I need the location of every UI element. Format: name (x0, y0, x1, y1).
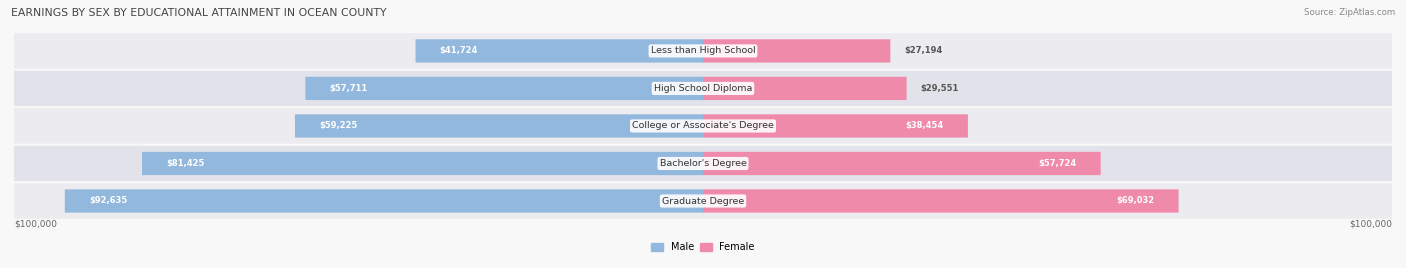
Text: Bachelor's Degree: Bachelor's Degree (659, 159, 747, 168)
Text: $59,225: $59,225 (319, 121, 357, 131)
FancyBboxPatch shape (305, 77, 703, 100)
FancyBboxPatch shape (295, 114, 703, 137)
Text: Graduate Degree: Graduate Degree (662, 196, 744, 206)
Text: $100,000: $100,000 (14, 220, 58, 229)
FancyBboxPatch shape (14, 108, 1392, 144)
Text: EARNINGS BY SEX BY EDUCATIONAL ATTAINMENT IN OCEAN COUNTY: EARNINGS BY SEX BY EDUCATIONAL ATTAINMEN… (11, 8, 387, 18)
FancyBboxPatch shape (14, 146, 1392, 181)
Text: Source: ZipAtlas.com: Source: ZipAtlas.com (1303, 8, 1395, 17)
FancyBboxPatch shape (65, 189, 703, 213)
FancyBboxPatch shape (14, 33, 1392, 69)
Text: $57,724: $57,724 (1038, 159, 1077, 168)
Text: College or Associate's Degree: College or Associate's Degree (633, 121, 773, 131)
Text: $41,724: $41,724 (440, 46, 478, 55)
Text: $81,425: $81,425 (166, 159, 204, 168)
Text: $27,194: $27,194 (904, 46, 942, 55)
FancyBboxPatch shape (703, 39, 890, 62)
FancyBboxPatch shape (703, 114, 967, 137)
FancyBboxPatch shape (142, 152, 703, 175)
Text: $38,454: $38,454 (905, 121, 943, 131)
FancyBboxPatch shape (416, 39, 703, 62)
Text: $69,032: $69,032 (1116, 196, 1154, 206)
Text: Less than High School: Less than High School (651, 46, 755, 55)
FancyBboxPatch shape (703, 189, 1178, 213)
Legend: Male, Female: Male, Female (647, 239, 759, 256)
Text: High School Diploma: High School Diploma (654, 84, 752, 93)
FancyBboxPatch shape (703, 152, 1101, 175)
FancyBboxPatch shape (14, 183, 1392, 219)
Text: $92,635: $92,635 (89, 196, 127, 206)
Text: $29,551: $29,551 (921, 84, 959, 93)
Text: $57,711: $57,711 (329, 84, 368, 93)
Text: $100,000: $100,000 (1348, 220, 1392, 229)
FancyBboxPatch shape (703, 77, 907, 100)
FancyBboxPatch shape (14, 71, 1392, 106)
